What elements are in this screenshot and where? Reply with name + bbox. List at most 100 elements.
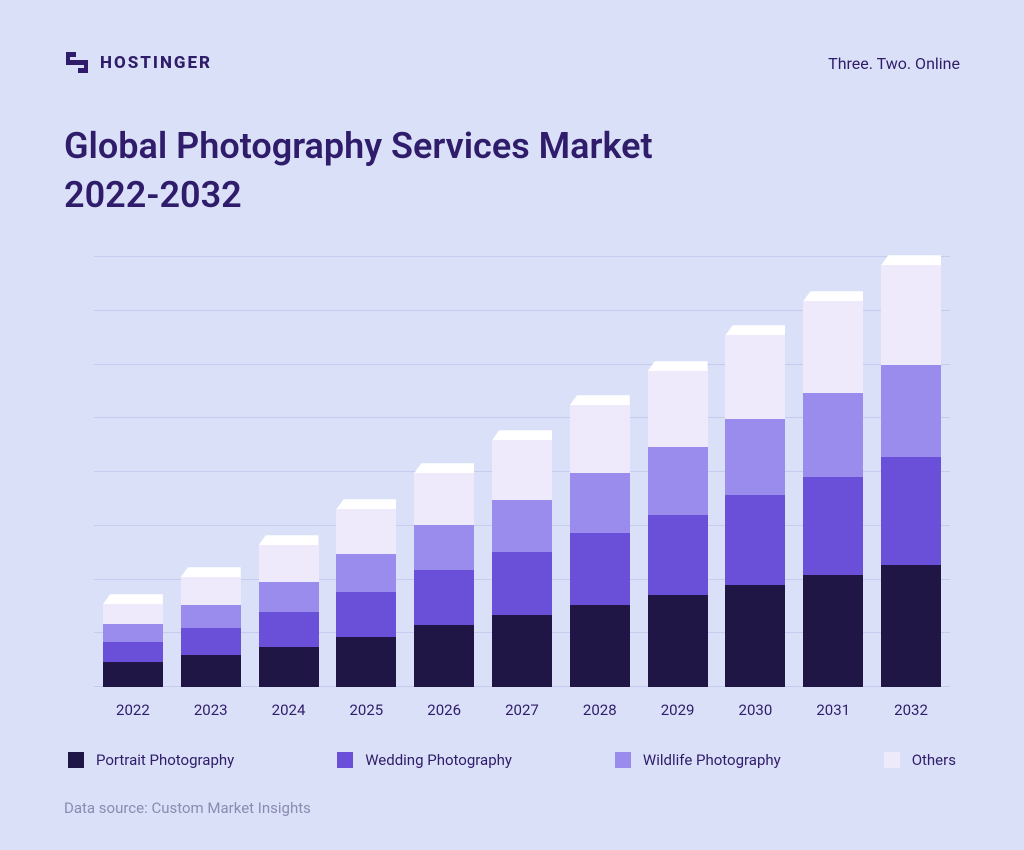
bar-segment (103, 662, 163, 687)
bar-column (794, 257, 872, 687)
bar-segment (881, 365, 941, 457)
bar-segment (881, 265, 941, 365)
bar (725, 335, 785, 687)
brand-logo-icon (64, 50, 90, 76)
tagline: Three. Two. Online (828, 54, 960, 73)
legend-item: Wildlife Photography (615, 751, 781, 769)
x-axis-label: 2031 (794, 701, 872, 719)
bar (181, 577, 241, 687)
bar (648, 371, 708, 687)
legend-item: Others (884, 751, 956, 769)
bar-segment (648, 447, 708, 515)
bar-column (172, 257, 250, 687)
data-source: Data source: Custom Market Insights (64, 799, 960, 817)
bar-segment (414, 473, 474, 525)
bar-column (405, 257, 483, 687)
bar-segment (259, 582, 319, 612)
bar-segment (336, 554, 396, 592)
legend-swatch (337, 752, 353, 768)
bar-column (872, 257, 950, 687)
bar-segment (725, 495, 785, 585)
bar-segment (492, 440, 552, 500)
bar-segment (881, 565, 941, 687)
bar (570, 405, 630, 687)
bar (103, 604, 163, 687)
legend-label: Wedding Photography (365, 751, 512, 769)
bar-segment (648, 515, 708, 595)
bar-segment (570, 605, 630, 687)
x-axis-label: 2024 (250, 701, 328, 719)
bar-column (639, 257, 717, 687)
bar-segment (803, 575, 863, 687)
x-axis-label: 2026 (405, 701, 483, 719)
bar-segment (336, 509, 396, 554)
x-axis-label: 2028 (561, 701, 639, 719)
bar-segment (414, 525, 474, 570)
header: HOSTINGER Three. Two. Online (64, 50, 960, 76)
plot-area (94, 257, 950, 687)
bar-segment (103, 642, 163, 662)
chart: 2022202320242025202620272028202920302031… (94, 257, 950, 719)
bar-segment (570, 473, 630, 533)
bar-segment (725, 419, 785, 495)
brand: HOSTINGER (64, 50, 212, 76)
bar-segment (492, 552, 552, 615)
bar-column (250, 257, 328, 687)
bar-segment (803, 393, 863, 477)
bar-column (94, 257, 172, 687)
x-axis-label: 2027 (483, 701, 561, 719)
bar (492, 440, 552, 687)
legend-item: Wedding Photography (337, 751, 512, 769)
bar-segment (259, 612, 319, 647)
legend-swatch (615, 752, 631, 768)
bar-segment (181, 577, 241, 605)
bar-segment (336, 592, 396, 637)
legend-label: Others (912, 751, 956, 769)
bar-segment (414, 625, 474, 687)
bar (336, 509, 396, 687)
bar-segment (492, 500, 552, 552)
legend-swatch (68, 752, 84, 768)
bar (414, 473, 474, 687)
brand-name: HOSTINGER (100, 53, 212, 73)
bar-segment (648, 595, 708, 687)
bar-segment (725, 585, 785, 687)
chart-title: Global Photography Services Market2022-2… (64, 122, 960, 219)
bar-segment (803, 477, 863, 575)
bar-segment (648, 371, 708, 447)
page: HOSTINGER Three. Two. Online Global Phot… (0, 0, 1024, 850)
legend-label: Wildlife Photography (643, 751, 781, 769)
bar-segment (725, 335, 785, 419)
bars-container (94, 257, 950, 687)
x-axis-label: 2023 (172, 701, 250, 719)
bar-segment (181, 605, 241, 628)
bar-segment (414, 570, 474, 625)
x-axis-label: 2022 (94, 701, 172, 719)
bar-segment (103, 604, 163, 624)
bar (259, 545, 319, 687)
x-axis-label: 2030 (717, 701, 795, 719)
legend-label: Portrait Photography (96, 751, 234, 769)
bar-segment (803, 301, 863, 393)
bar-segment (103, 624, 163, 642)
x-axis-label: 2032 (872, 701, 950, 719)
bar-column (327, 257, 405, 687)
legend-item: Portrait Photography (68, 751, 234, 769)
x-axis-label: 2025 (327, 701, 405, 719)
bar-segment (881, 457, 941, 565)
bar-segment (336, 637, 396, 687)
bar (803, 301, 863, 687)
legend: Portrait Photography Wedding Photography W… (64, 751, 960, 769)
bar-segment (259, 647, 319, 687)
bar (881, 265, 941, 687)
bar-column (483, 257, 561, 687)
bar-segment (570, 405, 630, 473)
x-axis-label: 2029 (639, 701, 717, 719)
bar-segment (570, 533, 630, 605)
x-axis: 2022202320242025202620272028202920302031… (94, 701, 950, 719)
bar-column (561, 257, 639, 687)
legend-swatch (884, 752, 900, 768)
bar-column (717, 257, 795, 687)
bar-segment (492, 615, 552, 687)
bar-segment (181, 628, 241, 655)
